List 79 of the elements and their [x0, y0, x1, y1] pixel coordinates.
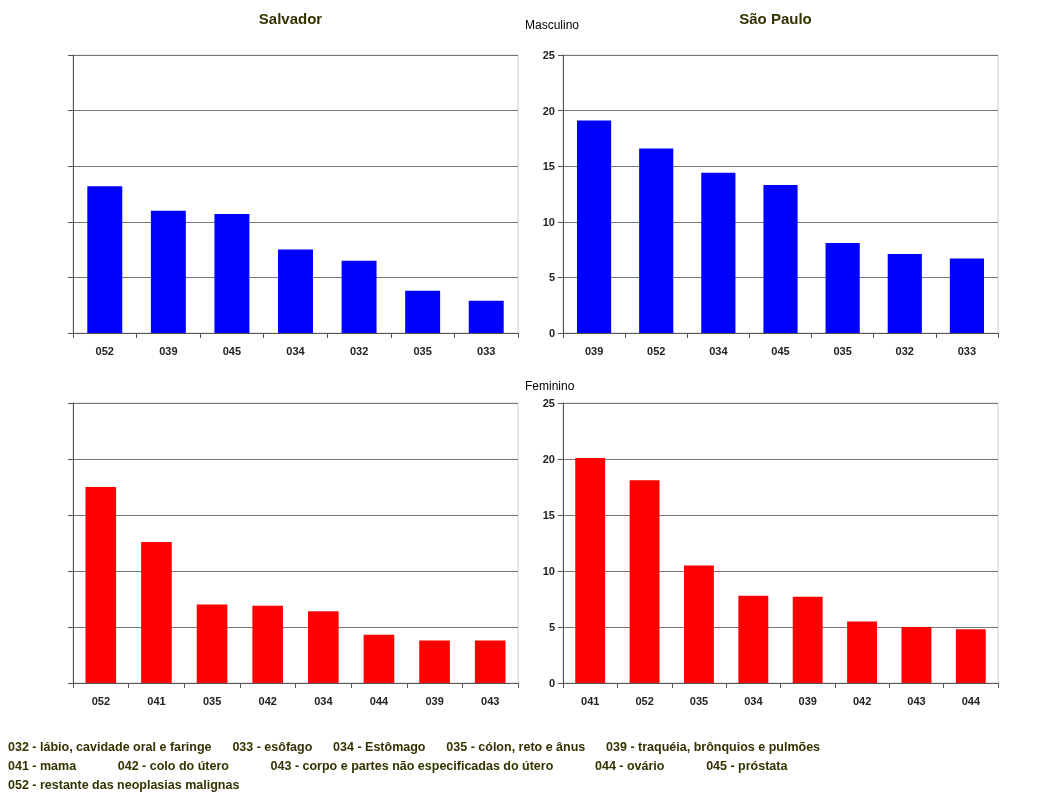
- bar: [738, 595, 769, 683]
- y-tick-label: 10: [542, 215, 555, 228]
- bar: [150, 210, 186, 333]
- x-tick-label: 032: [349, 344, 369, 357]
- x-tick-label: 042: [852, 694, 872, 707]
- bar: [847, 621, 878, 683]
- bar: [474, 640, 506, 683]
- y-tick-label: 0: [548, 327, 555, 339]
- y-tick-label: 20: [542, 104, 555, 117]
- text: 052 - restante das neoplasias malignas: [8, 777, 241, 794]
- x-tick-label: 043: [481, 694, 500, 707]
- bar: [576, 120, 612, 333]
- bar: [701, 172, 736, 333]
- x-tick-label: 034: [709, 344, 729, 357]
- bar: [87, 186, 123, 333]
- bar: [763, 185, 798, 333]
- x-tick-label: 035: [413, 344, 432, 357]
- x-tick-label: 044: [369, 694, 389, 707]
- bar: [405, 290, 441, 333]
- bar: [792, 596, 823, 683]
- text: 032 - lábio, cavidade oral e faringe 033 - esôfago 034 - Estômago 035 - cólon, reto e ânus 039 - traquéia, brônquios e pulmões: [8, 739, 822, 756]
- x-tick-label: 033: [477, 344, 496, 357]
- x-tick-label: 042: [258, 694, 277, 707]
- chart-subtitle: Feminino: [525, 379, 575, 393]
- x-tick-label: 041: [147, 694, 166, 707]
- y-tick-label: 15: [542, 509, 555, 521]
- x-tick-label: 034: [314, 694, 334, 707]
- y-tick-label: 0: [548, 677, 555, 689]
- y-tick-label: 5: [548, 271, 555, 284]
- chart-subtitle: Masculino: [525, 18, 580, 32]
- bar: [214, 214, 250, 333]
- x-tick-label: 032: [895, 344, 914, 357]
- bar: [887, 254, 922, 333]
- bar: [955, 629, 986, 683]
- y-tick-label: 25: [542, 397, 555, 409]
- x-tick-label: 039: [425, 694, 444, 707]
- x-tick-label: 052: [635, 694, 654, 707]
- bar: [363, 634, 395, 683]
- bar: [575, 457, 606, 683]
- y-tick-label: 5: [548, 621, 555, 633]
- x-tick-label: 033: [957, 344, 977, 357]
- bar: [825, 242, 860, 333]
- x-tick-label: 035: [689, 694, 709, 707]
- x-tick-label: 035: [202, 694, 222, 707]
- x-tick-label: 035: [833, 344, 852, 357]
- chart-title: Salvador: [258, 10, 323, 27]
- text: 041 - mama 042 - colo do útero 043 - corpo e partes não especificadas do útero 044 - ovário 045 - próstata: [8, 758, 789, 775]
- chart-title: São Paulo: [739, 10, 812, 27]
- x-tick-label: 045: [222, 344, 242, 357]
- y-tick-label: 25: [542, 49, 555, 61]
- y-tick-label: 15: [542, 160, 555, 173]
- bar: [683, 565, 714, 683]
- bar: [629, 480, 660, 683]
- bar: [901, 627, 932, 683]
- x-tick-label: 034: [744, 694, 764, 707]
- x-tick-label: 052: [91, 694, 110, 707]
- bar: [196, 604, 228, 683]
- bar: [308, 611, 339, 683]
- y-tick-label: 20: [542, 453, 555, 465]
- x-tick-label: 044: [961, 694, 981, 707]
- bar: [468, 300, 504, 333]
- bar: [341, 260, 377, 333]
- x-tick-label: 034: [286, 344, 306, 357]
- x-tick-label: 043: [907, 694, 926, 707]
- bar: [141, 541, 172, 683]
- x-tick-label: 052: [95, 344, 114, 357]
- x-tick-label: 052: [647, 344, 666, 357]
- y-tick-label: 10: [542, 565, 555, 577]
- x-tick-label: 039: [159, 344, 178, 357]
- bar: [949, 258, 985, 333]
- bar: [85, 487, 117, 683]
- bar: [278, 249, 313, 333]
- bar: [252, 605, 283, 683]
- bar: [639, 148, 674, 333]
- bar: [419, 640, 450, 683]
- x-tick-label: 039: [798, 694, 817, 707]
- x-tick-label: 045: [771, 344, 790, 357]
- x-tick-label: 041: [581, 694, 600, 707]
- x-tick-label: 039: [584, 344, 604, 357]
